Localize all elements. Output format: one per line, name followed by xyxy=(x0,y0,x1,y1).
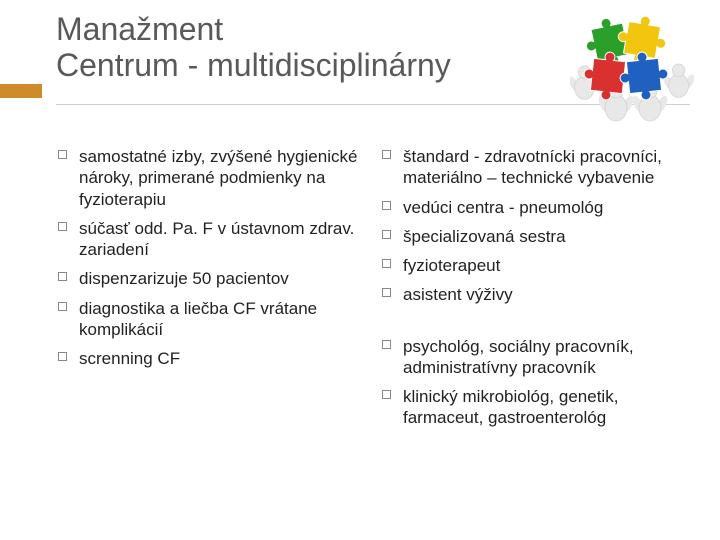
square-bullet-icon xyxy=(58,352,67,361)
square-bullet-icon xyxy=(382,340,391,349)
list-item-text: samostatné izby, zvýšené hygienické náro… xyxy=(79,146,358,210)
puzzle-svg xyxy=(570,14,700,124)
title-line1: Manažment xyxy=(56,11,223,47)
square-bullet-icon xyxy=(382,390,391,399)
body-columns: samostatné izby, zvýšené hygienické náro… xyxy=(58,146,678,429)
group-spacer xyxy=(382,314,678,328)
list-item: dispenzarizuje 50 pacientov xyxy=(58,268,358,289)
square-bullet-icon xyxy=(58,302,67,311)
puzzle-people-graphic xyxy=(570,14,700,114)
list-item-text: klinický mikrobiológ, genetik, farmaceut… xyxy=(403,386,678,429)
square-bullet-icon xyxy=(58,222,67,231)
square-bullet-icon xyxy=(382,230,391,239)
square-bullet-icon xyxy=(382,288,391,297)
list-item: vedúci centra - pneumológ xyxy=(382,197,678,218)
square-bullet-icon xyxy=(58,272,67,281)
list-item-text: špecializovaná sestra xyxy=(403,226,566,247)
list-item-text: asistent výživy xyxy=(403,284,513,305)
list-item-text: vedúci centra - pneumológ xyxy=(403,197,603,218)
list-item: screnning CF xyxy=(58,348,358,369)
list-item: psychológ, sociálny pracovník, administr… xyxy=(382,336,678,379)
list-item-text: screnning CF xyxy=(79,348,180,369)
square-bullet-icon xyxy=(382,150,391,159)
list-item-text: diagnostika a liečba CF vrátane kompliká… xyxy=(79,298,358,341)
list-item: súčasť odd. Pa. F v ústavnom zdrav. zari… xyxy=(58,218,358,261)
list-item: štandard - zdravotnícki pracovníci, mate… xyxy=(382,146,678,189)
list-item: asistent výživy xyxy=(382,284,678,305)
list-item-text: dispenzarizuje 50 pacientov xyxy=(79,268,289,289)
list-item-text: štandard - zdravotnícki pracovníci, mate… xyxy=(403,146,678,189)
accent-bar xyxy=(0,84,42,98)
square-bullet-icon xyxy=(382,259,391,268)
title-line2: Centrum - multidisciplinárny xyxy=(56,47,451,83)
list-item: diagnostika a liečba CF vrátane kompliká… xyxy=(58,298,358,341)
list-item-text: súčasť odd. Pa. F v ústavnom zdrav. zari… xyxy=(79,218,358,261)
list-item: fyzioterapeut xyxy=(382,255,678,276)
list-item-text: psychológ, sociálny pracovník, administr… xyxy=(403,336,678,379)
right-column: štandard - zdravotnícki pracovníci, mate… xyxy=(382,146,678,429)
square-bullet-icon xyxy=(58,150,67,159)
list-item: klinický mikrobiológ, genetik, farmaceut… xyxy=(382,386,678,429)
list-item-text: fyzioterapeut xyxy=(403,255,500,276)
list-item: špecializovaná sestra xyxy=(382,226,678,247)
list-item: samostatné izby, zvýšené hygienické náro… xyxy=(58,146,358,210)
square-bullet-icon xyxy=(382,201,391,210)
left-column: samostatné izby, zvýšené hygienické náro… xyxy=(58,146,358,429)
